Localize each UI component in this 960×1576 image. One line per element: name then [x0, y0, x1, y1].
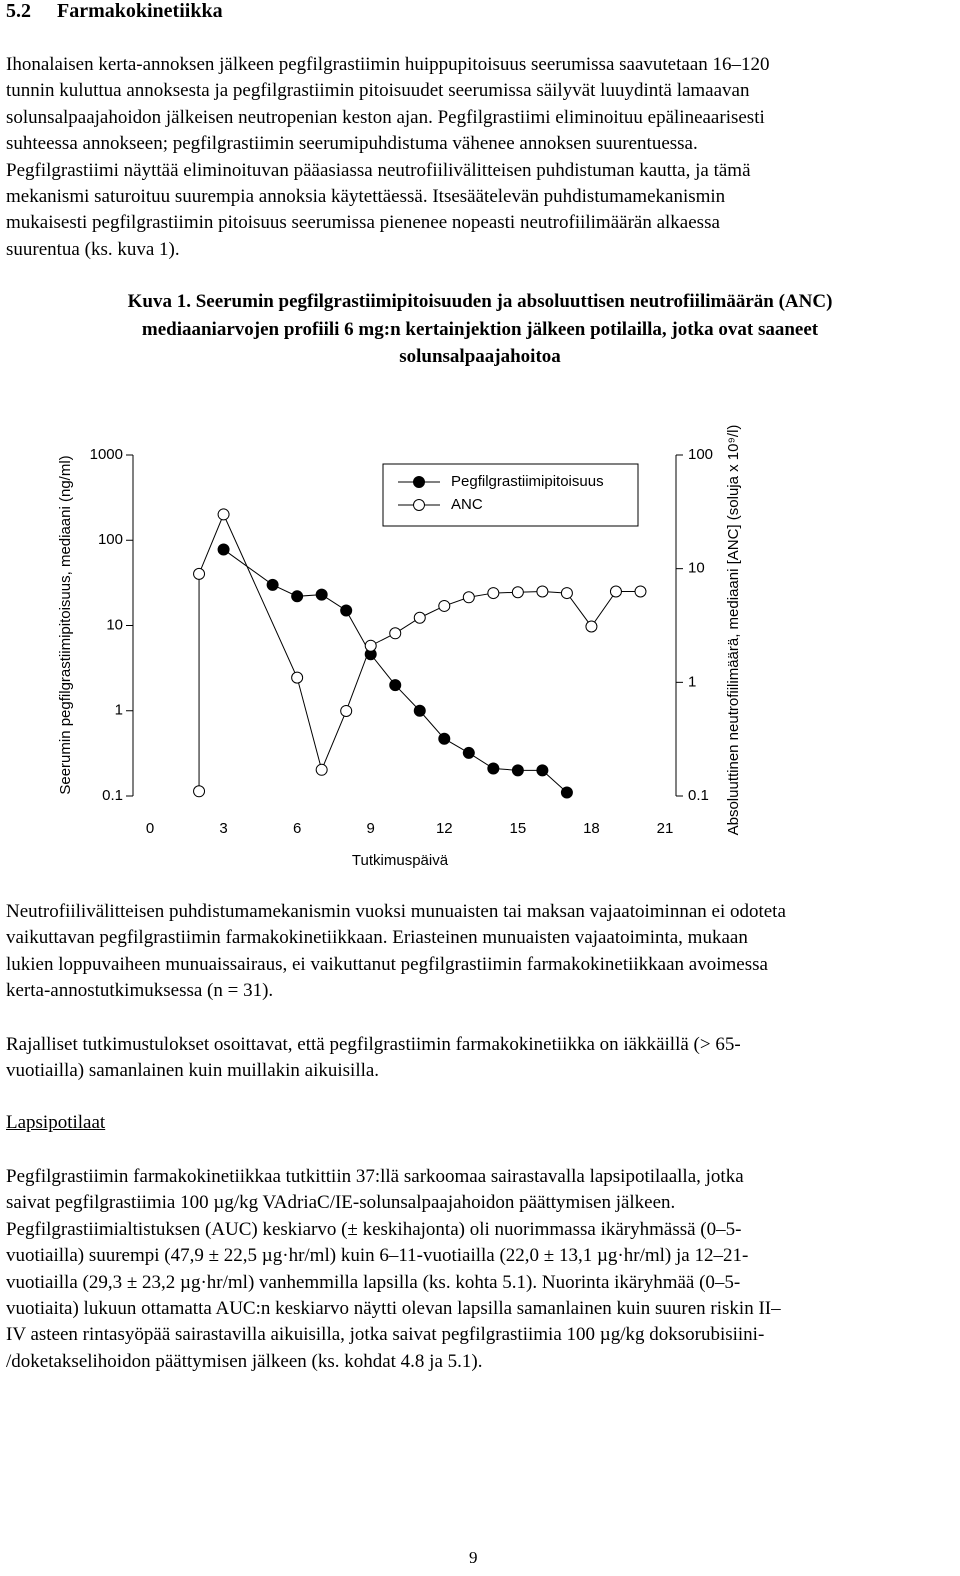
data-point	[438, 732, 451, 745]
data-point	[315, 588, 328, 601]
data-point	[266, 578, 279, 591]
data-point	[340, 704, 353, 717]
legend-marker	[413, 476, 425, 488]
y-tick-label: 100	[98, 531, 123, 548]
data-point	[585, 620, 598, 633]
paragraph: Pegfilgrastiimin farmakokinetiikkaa tutk…	[6, 1164, 781, 1375]
text-line: kerta-annostutkimuksessa (n = 31).	[6, 980, 274, 1002]
data-point	[511, 586, 524, 599]
data-point	[364, 639, 377, 652]
data-point	[462, 746, 475, 759]
data-point	[560, 587, 573, 600]
data-point	[462, 591, 475, 604]
text-line: Pegfilgrastiimi näyttää eliminoituvan pä…	[6, 159, 751, 181]
text-line: vuotiaita) lukuun ottamatta AUC:n keskia…	[6, 1297, 781, 1319]
text-line: Ihonalaisen kerta-annoksen jälkeen pegfi…	[6, 54, 770, 75]
data-point	[217, 508, 230, 521]
data-point	[340, 604, 353, 617]
text-line: IV asteen rintasyöpää sairastavilla aiku…	[6, 1324, 765, 1346]
data-point	[511, 764, 524, 777]
chart: 1000 100 10 1 0.1 100 10 1 0.1 0 3 6 9 12 15 18 21 Tutkim…	[57, 425, 742, 869]
data-point	[487, 587, 500, 600]
paragraph: Rajalliset tutkimustulokset osoittavat, …	[6, 1032, 741, 1085]
paragraph: Neutrofiilivälitteisen puhdistumamekanis…	[6, 899, 786, 1005]
text-line: Rajalliset tutkimustulokset osoittavat, …	[6, 1034, 741, 1055]
x-axis-label: Tutkimuspäivä	[352, 852, 449, 869]
y-tick-label: 0.1	[102, 787, 123, 804]
data-point	[413, 611, 426, 624]
text-line: Kuva 1. Seerumin pegfilgrastiimipitoisuu…	[127, 291, 833, 312]
text-line: vuotiailla) samanlainen kuin muillakin a…	[6, 1060, 380, 1082]
text-line: solunsalpaajahoidon jälkeisen neutropeni…	[6, 106, 765, 128]
data-point	[487, 762, 500, 775]
legend-marker	[413, 499, 425, 511]
text-line: saivat pegfilgrastiimia 100 µg/kg VAdria…	[6, 1192, 676, 1214]
text-line: mekanismi saturoituu suurempia annoksia …	[6, 185, 726, 207]
data-point	[438, 599, 451, 612]
data-point	[193, 567, 206, 580]
section-title: Farmakokinetiikka	[57, 0, 223, 22]
x-tick-label: 3	[219, 820, 227, 837]
legend-label: ANC	[451, 496, 483, 513]
page-number: 9	[469, 1548, 478, 1567]
y2-axis-label: Absoluuttinen neutrofiilimäärä, mediaani…	[725, 425, 742, 836]
data-point	[389, 679, 402, 692]
data-point	[315, 763, 328, 776]
data-point	[389, 627, 402, 640]
data-point	[634, 585, 647, 598]
x-tick-label: 15	[510, 820, 527, 837]
legend-box	[382, 463, 639, 527]
text-line: Pegfilgrastiimin farmakokinetiikkaa tutk…	[6, 1166, 744, 1187]
y2-tick-label: 1	[688, 673, 696, 690]
text-line: Pegfilgrastiimialtistuksen (AUC) keskiar…	[6, 1218, 742, 1240]
data-point	[291, 671, 304, 684]
data-point	[193, 785, 206, 798]
y-axis-label: Seerumin pegfilgrastiimipitoisuus, media…	[57, 455, 74, 794]
data-point	[291, 590, 304, 603]
text-line: Neutrofiilivälitteisen puhdistumamekanis…	[6, 901, 786, 922]
text-line: vaikuttavan pegfilgrastiimin farmakokine…	[6, 927, 748, 949]
data-point	[609, 585, 622, 598]
text-line: /doketakselihoidon päättymisen jälkeen (…	[6, 1350, 483, 1372]
data-point	[560, 786, 573, 799]
figure-caption: Kuva 1. Seerumin pegfilgrastiimipitoisuu…	[0, 288, 960, 371]
x-tick-label: 6	[293, 820, 301, 837]
x-tick-label: 9	[367, 820, 375, 837]
subheading: Lapsipotilaat	[6, 1112, 106, 1133]
legend-label: Pegfilgrastiimipitoisuus	[451, 473, 604, 490]
data-point	[217, 543, 230, 556]
text-line: tunnin kuluttua annoksesta ja pegfilgras…	[6, 80, 750, 102]
section-number: 5.2	[6, 0, 31, 22]
y-tick-label: 1	[115, 702, 123, 719]
y2-tick-label: 0.1	[688, 787, 709, 804]
text-line: suhteessa annokseen; pegfilgrastiimin se…	[6, 133, 698, 155]
data-point	[413, 704, 426, 717]
text-line: solunsalpaajahoitoa	[399, 346, 561, 367]
data-point	[536, 585, 549, 598]
text-line: vuotiailla (29,3 ± 23,2 µg·hr/ml) vanhem…	[6, 1271, 741, 1293]
x-tick-label: 18	[583, 820, 600, 837]
text-line: suurentua (ks. kuva 1).	[6, 238, 180, 260]
text-line: mukaisesti pegfilgrastiimin pitoisuus se…	[6, 212, 720, 234]
y-tick-label: 10	[106, 616, 123, 633]
text-line: vuotiailla) suurempi (47,9 ± 22,5 µg·hr/…	[6, 1245, 749, 1267]
section-heading: 5.2 Farmakokinetiikka	[6, 0, 223, 23]
x-tick-label: 0	[146, 820, 154, 837]
series-line	[198, 513, 641, 792]
x-tick-label: 21	[657, 820, 674, 837]
y2-tick-label: 10	[688, 560, 705, 577]
paragraph: Ihonalaisen kerta-annoksen jälkeen pegfi…	[6, 52, 770, 263]
x-tick-label: 12	[436, 820, 453, 837]
y2-tick-label: 100	[688, 446, 713, 463]
text-line: lukien loppuvaiheen munuaissairaus, ei v…	[6, 953, 768, 975]
y-tick-label: 1000	[90, 446, 123, 463]
data-point	[536, 764, 549, 777]
text-line: mediaaniarvojen profiili 6 mg:n kertainj…	[141, 318, 819, 340]
